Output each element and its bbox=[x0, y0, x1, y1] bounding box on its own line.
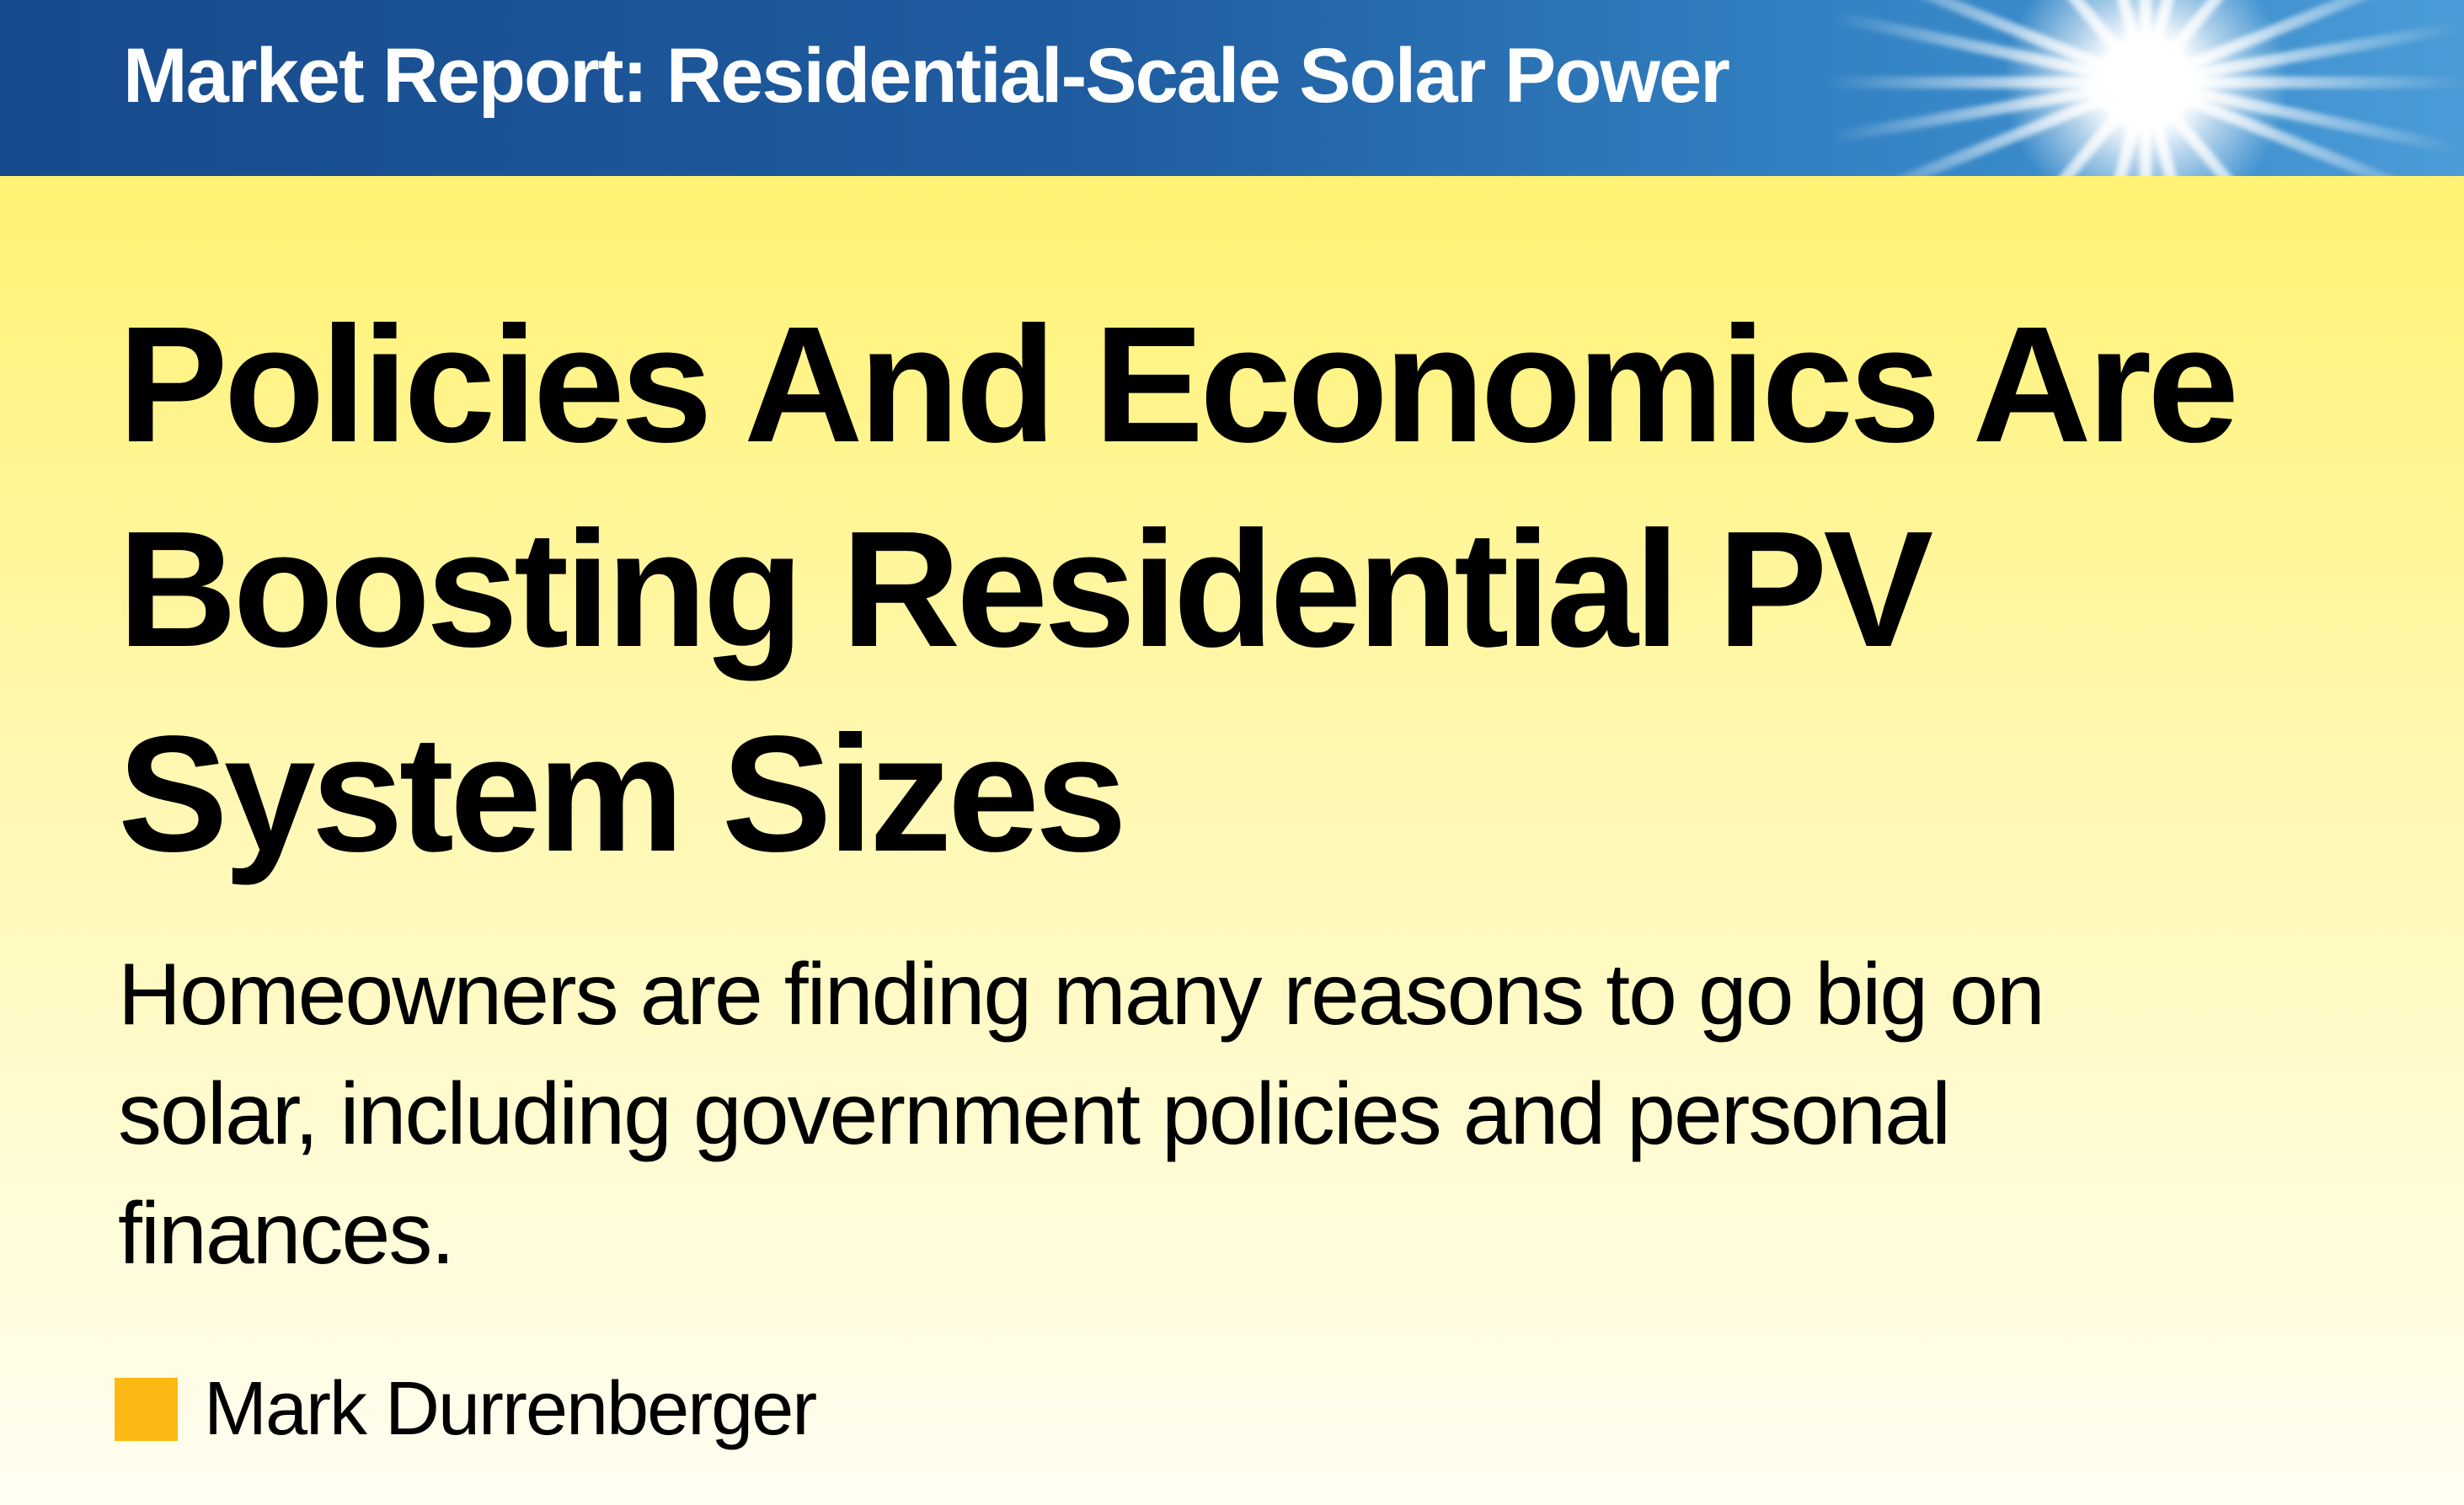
header-banner: Market Report: Residential-Scale Solar P… bbox=[0, 0, 2464, 176]
subtitle-line: solar, including government policies and… bbox=[118, 1065, 1951, 1163]
author-byline: Mark Durrenberger bbox=[115, 1367, 817, 1451]
headline-line: System Sizes bbox=[118, 702, 1127, 886]
article-subtitle: Homeowners are finding many reasons to g… bbox=[118, 935, 2045, 1294]
headline-line: Policies And Economics Are bbox=[118, 292, 2239, 477]
subtitle-line: Homeowners are finding many reasons to g… bbox=[118, 946, 2045, 1043]
article-headline: Policies And Economics Are Boosting Resi… bbox=[118, 282, 2239, 896]
author-marker-icon bbox=[115, 1377, 178, 1441]
subtitle-line: finances. bbox=[118, 1185, 455, 1283]
author-name: Mark Durrenberger bbox=[204, 1367, 817, 1451]
headline-line: Boosting Residential PV bbox=[118, 497, 1933, 681]
section-title: Market Report: Residential-Scale Solar P… bbox=[123, 33, 1730, 119]
